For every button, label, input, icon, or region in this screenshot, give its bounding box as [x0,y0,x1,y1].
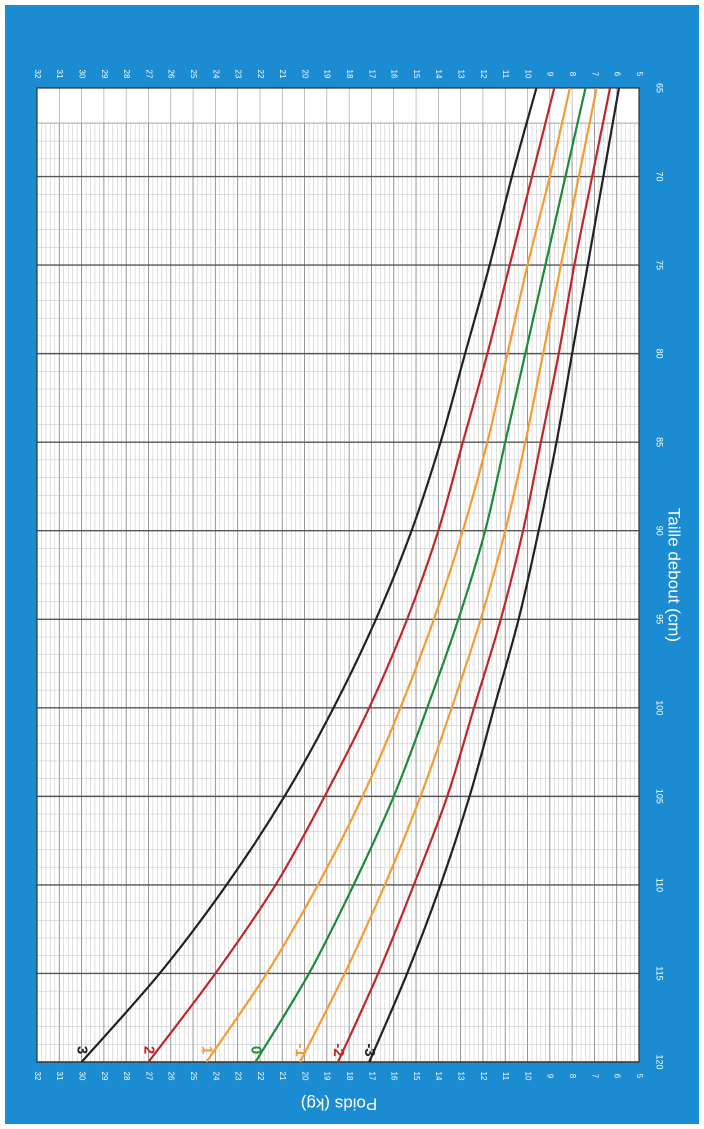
y-tick-label-bottom: 8 [568,1074,577,1079]
series-label--2: -2 [330,1043,347,1056]
series-line--3 [368,87,621,1063]
y-tick-label-top: 19 [323,70,332,79]
y-tick-label-top: 30 [77,70,86,79]
y-tick-label-top: 27 [144,70,153,79]
y-tick-label-bottom: 7 [590,1074,599,1079]
y-tick-label-top: 12 [479,70,488,79]
y-tick-label-bottom: 22 [256,1072,265,1081]
y-tick-label-bottom: 25 [189,1072,198,1081]
x-tick-label: 65 [655,83,665,93]
y-tick-label-bottom: 5 [635,1074,644,1079]
y-tick-label-top: 6 [613,72,622,77]
y-tick-label-bottom: 17 [367,1072,376,1081]
x-tick-label: 120 [655,1054,665,1069]
y-tick-label-top: 25 [189,70,198,79]
series-label-2: 2 [141,1046,158,1054]
y-tick-label-top: 11 [501,70,510,79]
y-tick-label-bottom: 27 [144,1072,153,1081]
x-tick-label: 110 [655,878,665,892]
y-tick-label-bottom: 9 [546,1074,555,1079]
y-tick-label-bottom: 26 [167,1072,176,1081]
y-tick-label-top: 20 [300,70,309,79]
y-tick-label-bottom: 11 [501,1072,510,1081]
plot-area [37,88,639,1062]
x-axis-title: Taille debout (cm) [665,508,684,642]
y-tick-label-bottom: 6 [613,1074,622,1079]
y-tick-label-top: 29 [100,70,109,79]
y-tick-label-bottom: 12 [479,1072,488,1081]
y-tick-label-top: 21 [278,70,287,79]
y-tick-label-top: 28 [122,70,131,79]
series-line-0 [254,87,587,1063]
series-line-3 [80,87,538,1063]
y-tick-label-bottom: 20 [300,1072,309,1081]
y-tick-label-bottom: 15 [412,1072,421,1081]
y-tick-label-top: 18 [345,70,354,79]
series-label-1: 1 [198,1046,215,1054]
y-tick-label-top: 17 [367,70,376,79]
y-tick-label-bottom: 21 [278,1072,287,1081]
weight-for-height-chart: 3 2 1 0 -1 -2 -3657075808590951001051101151205… [33,70,684,1114]
x-tick-label: 105 [655,789,665,804]
y-tick-label-top: 15 [412,70,421,79]
y-axis-title: Poids (kg) [301,1095,378,1114]
x-tick-label: 70 [655,172,665,182]
y-tick-label-top: 8 [568,72,577,77]
y-tick-label-top: 32 [33,70,42,79]
y-tick-label-top: 22 [256,70,265,79]
series-line--2 [336,87,612,1063]
y-tick-label-bottom: 16 [390,1072,399,1081]
x-tick-label: 85 [655,437,665,447]
growth-chart-frame: 3 2 1 0 -1 -2 -3 65 70 75 80 85 90 95 100 105 110 115 120 5… [5,5,699,1124]
y-tick-label-top: 14 [434,70,443,79]
y-tick-label-bottom: 23 [234,1072,243,1081]
series-line-2 [147,87,556,1063]
series-line--1 [299,87,598,1063]
y-tick-label-bottom: 13 [457,1072,466,1081]
x-tick-label: 80 [655,349,665,359]
x-tick-label: 90 [655,526,665,536]
y-tick-label-bottom: 19 [323,1072,332,1081]
y-tick-label-top: 24 [211,70,220,79]
y-tick-label-bottom: 31 [55,1072,64,1081]
series-label--3: -3 [361,1043,378,1056]
x-tick-label: 115 [655,966,665,980]
y-tick-label-top: 7 [590,72,599,77]
x-tick-label: 95 [655,614,665,624]
x-tick-label: 75 [655,260,665,270]
y-tick-label-bottom: 30 [77,1072,86,1081]
y-tick-label-bottom: 14 [434,1072,443,1081]
y-tick-label-top: 10 [523,70,532,79]
y-tick-label-top: 23 [234,70,243,79]
y-tick-label-bottom: 29 [100,1072,109,1081]
y-tick-label-top: 5 [635,72,644,77]
label-strip [36,87,640,124]
y-tick-label-top: 26 [167,70,176,79]
x-tick-label: 100 [655,700,665,715]
y-tick-label-top: 16 [390,70,399,79]
y-tick-label-bottom: 32 [33,1072,42,1081]
y-tick-label-bottom: 10 [523,1072,532,1081]
series-label-0: 0 [248,1046,265,1054]
series-line-1 [205,87,571,1063]
series-label-3: 3 [74,1046,91,1054]
series-label--1: -1 [292,1043,309,1056]
y-tick-label-bottom: 24 [211,1072,220,1081]
y-tick-label-bottom: 28 [122,1072,131,1081]
y-tick-label-bottom: 18 [345,1072,354,1081]
y-tick-label-top: 31 [55,70,64,79]
y-tick-label-top: 13 [457,70,466,79]
y-tick-label-top: 9 [546,72,555,77]
